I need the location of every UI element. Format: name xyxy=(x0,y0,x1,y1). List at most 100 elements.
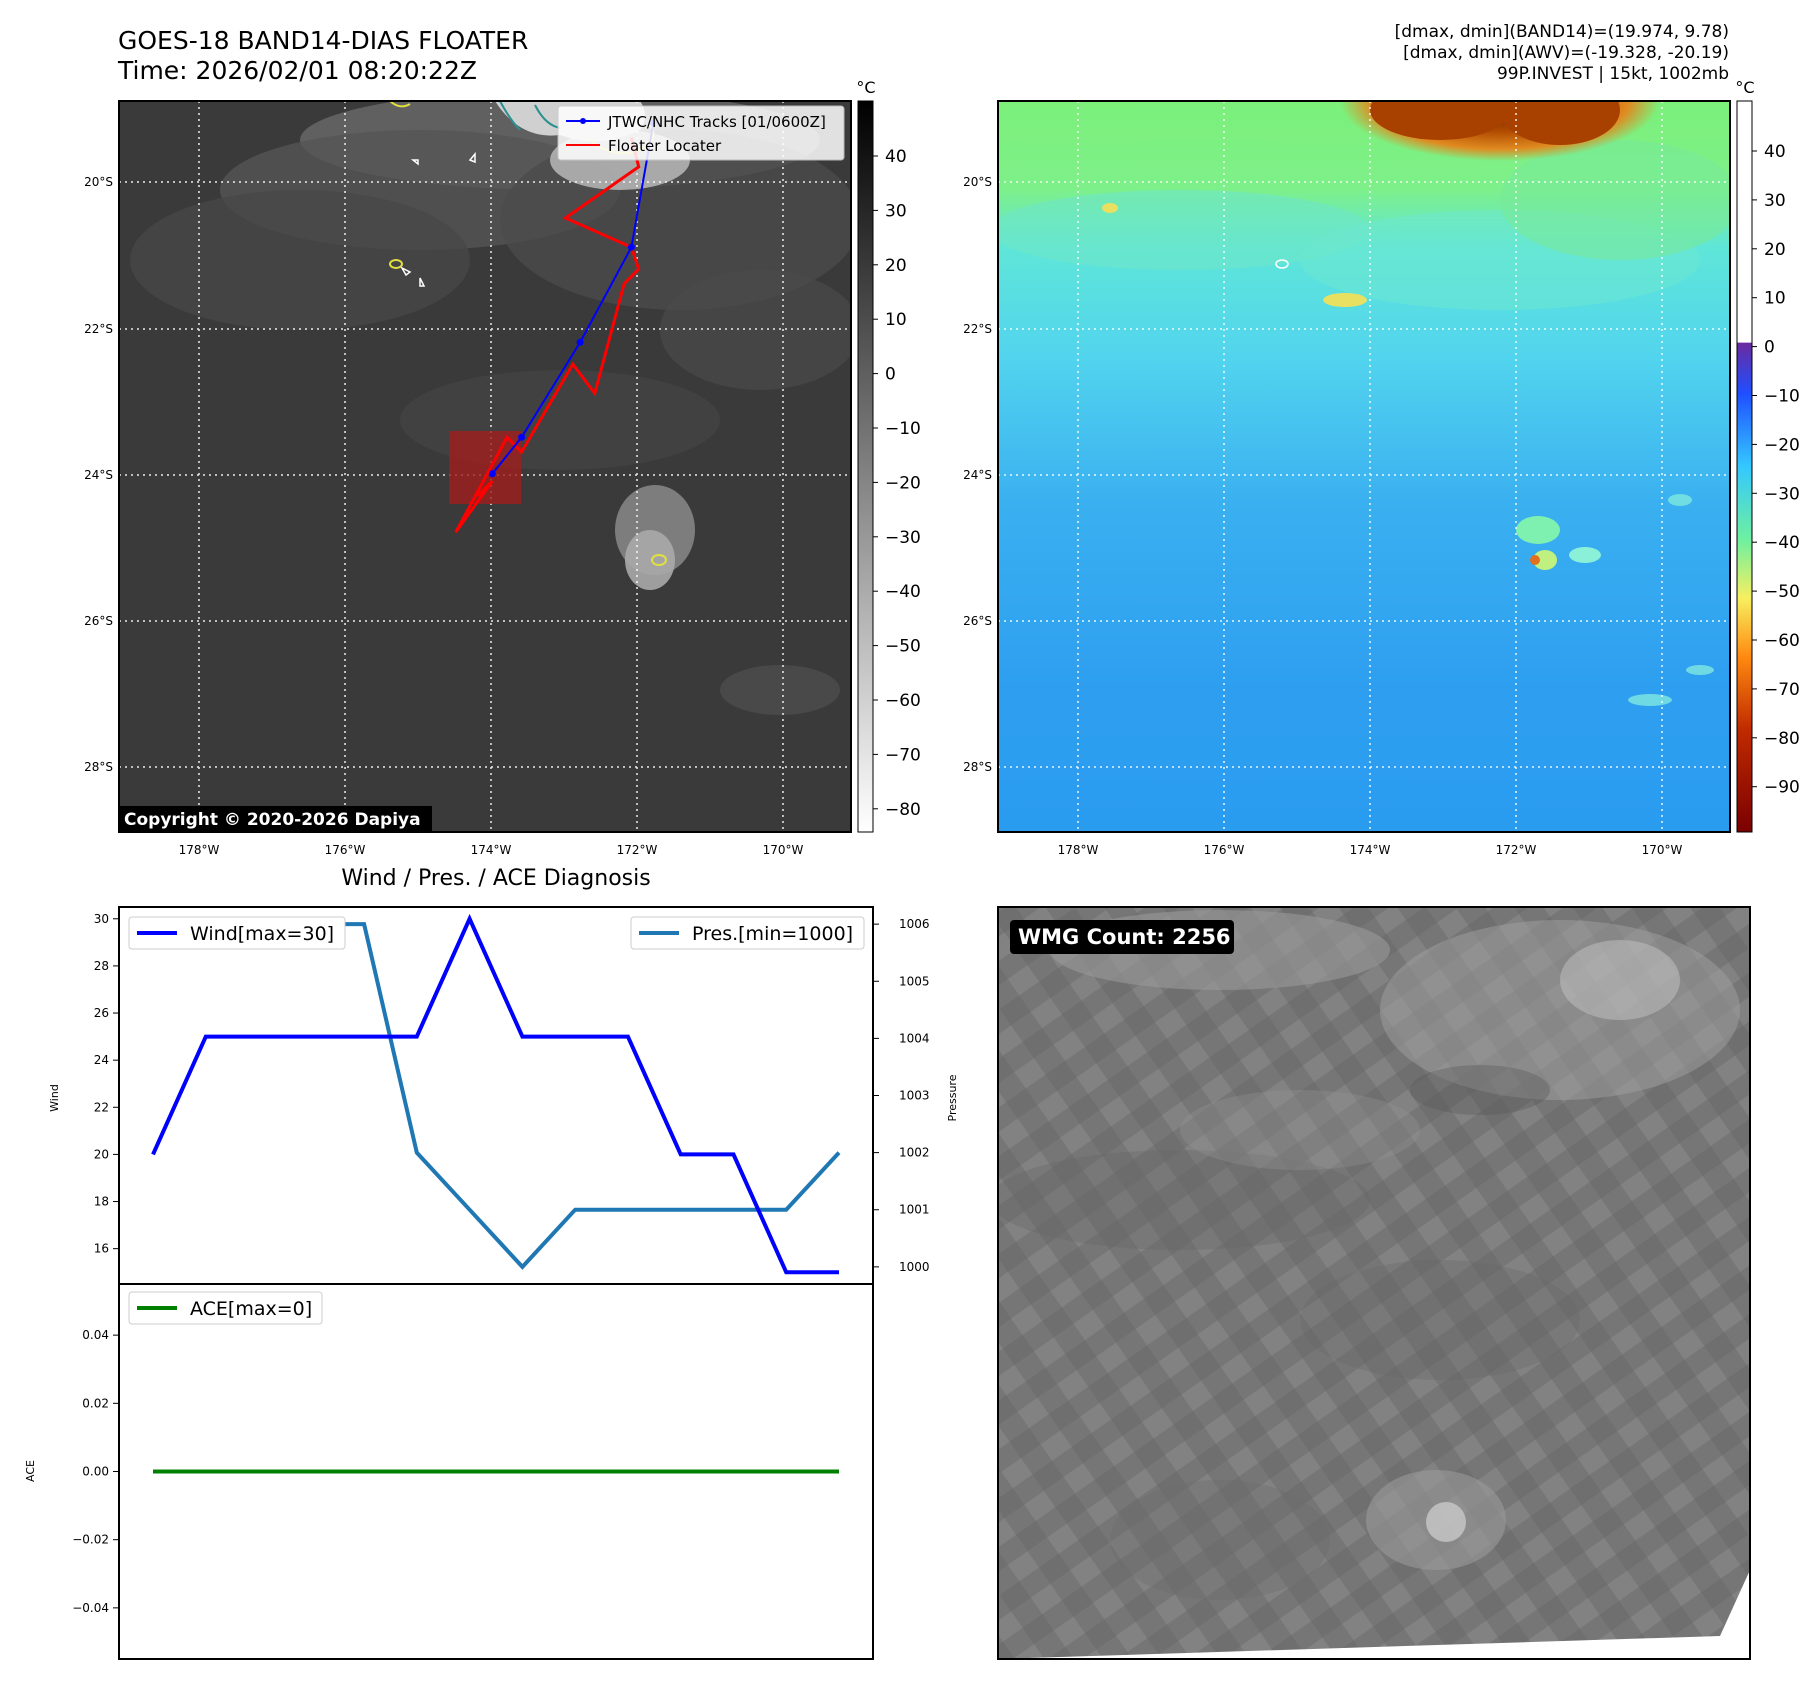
jtwc-track-point xyxy=(488,470,496,478)
pres-tick-label: 1006 xyxy=(899,917,930,931)
awv-map-panel: 20°S 22°S 24°S 26°S 28°S 178°W 176°W 174… xyxy=(963,78,1800,857)
jtwc-track-point xyxy=(627,243,635,251)
ir-lat-label: 24°S xyxy=(84,468,113,482)
wind-tick-label: 26 xyxy=(94,1006,109,1020)
colorbar-tick-label: 30 xyxy=(1764,191,1786,211)
colorbar-tick-label: −60 xyxy=(885,691,921,711)
wmg-panel: WMG Count: 2256 xyxy=(997,906,1751,1660)
floater-track-line xyxy=(454,137,641,534)
colorbar-tick-label: −50 xyxy=(1764,582,1800,602)
pres-tick-label: 1003 xyxy=(899,1089,930,1103)
ir-map-panel: JTWC/NHC Tracks [01/0600Z] Floater Locat… xyxy=(84,78,921,857)
colorbar-tick-label: −70 xyxy=(885,745,921,765)
awv-lat-label: 22°S xyxy=(963,322,992,336)
jtwc-track-point xyxy=(518,433,526,441)
copyright-text: Copyright © 2020-2026 Dapiya xyxy=(124,810,421,830)
figure-title: GOES-18 BAND14-DIAS FLOATER xyxy=(118,26,529,55)
colorbar-tick-label: −20 xyxy=(885,473,921,493)
awv-cloud-texture xyxy=(998,101,1730,706)
awv-lat-label: 24°S xyxy=(963,468,992,482)
ace-tick-label: −0.02 xyxy=(72,1533,109,1547)
colorbar-tick-label: 20 xyxy=(1764,240,1786,260)
copyright-box xyxy=(118,806,432,832)
pres-tick-label: 1004 xyxy=(899,1031,930,1045)
ir-lat-label: 26°S xyxy=(84,614,113,628)
ir-lon-label: 176°W xyxy=(325,843,366,857)
pres-tick-label: 1005 xyxy=(899,974,930,988)
colorbar-tick-label: −40 xyxy=(885,582,921,602)
wind-legend: Wind[max=30] xyxy=(128,916,346,950)
awv-colorbar: °C 40 30 20 10 0 −10 −20 −30 −40 −50 −60 −70 −80 −90 xyxy=(1735,78,1800,833)
ir-colorbar: °C 40 30 20 10 0 −10 −20 −30 −40 −50 −60 −70 −80 xyxy=(856,78,921,833)
wind-ylabel: Wind xyxy=(48,1084,61,1112)
ace-legend: ACE[max=0] xyxy=(128,1291,323,1325)
wind-tick-label: 18 xyxy=(94,1195,109,1209)
wind-tick-label: 28 xyxy=(94,959,109,973)
ir-lon-label: 172°W xyxy=(617,843,658,857)
ace-ylabel: ACE xyxy=(24,1460,37,1482)
ir-map-frame xyxy=(118,100,852,833)
wind-tick-label: 22 xyxy=(94,1100,109,1114)
figure-time: Time: 2026/02/01 08:20:22Z xyxy=(118,56,477,85)
awv-lat-label: 20°S xyxy=(963,175,992,189)
colorbar-tick-label: −20 xyxy=(1764,435,1800,455)
ir-lon-label: 178°W xyxy=(179,843,220,857)
awv-lon-label: 176°W xyxy=(1204,843,1245,857)
pres-ylabel: Pressure xyxy=(946,1074,959,1121)
storm-info: 99P.INVEST | 15kt, 1002mb xyxy=(1496,64,1729,84)
awv-lon-label: 172°W xyxy=(1496,843,1537,857)
colorbar-tick-label: 40 xyxy=(1764,142,1786,162)
ace-tick-label: 0.02 xyxy=(82,1396,109,1410)
ir-lat-label: 20°S xyxy=(84,175,113,189)
legend-floater-label: Floater Locater xyxy=(608,137,722,155)
colorbar-tick-label: 0 xyxy=(1764,338,1775,358)
pres-legend: Pres.[min=1000] xyxy=(630,916,865,950)
colorbar-tick-label: −70 xyxy=(1764,680,1800,700)
colorbar-tick-label: −30 xyxy=(1764,484,1800,504)
colorbar-tick-label: 30 xyxy=(885,201,907,221)
colorbar-tick-label: −50 xyxy=(885,637,921,657)
wmg-label-box xyxy=(1010,920,1234,954)
colorbar-tick-label: 10 xyxy=(1764,289,1786,309)
colorbar-tick-label: −10 xyxy=(885,419,921,439)
pres-legend-label: Pres.[min=1000] xyxy=(692,923,853,945)
awv-lat-label: 26°S xyxy=(963,614,992,628)
awv-lon-label: 174°W xyxy=(1350,843,1391,857)
awv-lon-label: 170°W xyxy=(1642,843,1683,857)
awv-lon-label: 178°W xyxy=(1058,843,1099,857)
wind-series-line xyxy=(151,913,839,1275)
awv-colorbar-unit: °C xyxy=(1735,78,1754,97)
colorbar-tick-label: 40 xyxy=(885,147,907,167)
awv-map-frame xyxy=(997,100,1731,833)
ir-lat-label: 22°S xyxy=(84,322,113,336)
ace-tick-label: 0.00 xyxy=(82,1465,109,1479)
stats-band14: [dmax, dmin](BAND14)=(19.974, 9.78) xyxy=(1394,22,1729,42)
ir-cloud-texture xyxy=(130,101,851,715)
wind-tick-label: 20 xyxy=(94,1147,109,1161)
diagnosis-panel: Wind / Pres. / ACE Diagnosis 30 28 26 24 22 2… xyxy=(24,866,959,1660)
jtwc-track-point xyxy=(576,338,584,346)
ir-legend: JTWC/NHC Tracks [01/0600Z] Floater Locat… xyxy=(557,105,845,161)
colorbar-tick-label: 10 xyxy=(885,310,907,330)
colorbar-tick-label: 0 xyxy=(885,365,896,385)
ir-gridlines xyxy=(119,101,851,832)
colorbar-tick-label: −80 xyxy=(885,800,921,820)
wind-legend-label: Wind[max=30] xyxy=(190,923,334,945)
colorbar-tick-label: −80 xyxy=(1764,729,1800,749)
pres-tick-label: 1000 xyxy=(899,1260,930,1274)
wind-tick-label: 16 xyxy=(94,1242,109,1256)
legend-jtwc-label: JTWC/NHC Tracks [01/0600Z] xyxy=(607,113,826,131)
ace-legend-label: ACE[max=0] xyxy=(190,1298,312,1320)
wmg-label: WMG Count: 2256 xyxy=(1018,925,1231,949)
colorbar-tick-label: −90 xyxy=(1764,778,1800,798)
colorbar-tick-label: −60 xyxy=(1764,631,1800,651)
ace-tick-label: 0.04 xyxy=(82,1328,109,1342)
colorbar-tick-label: −40 xyxy=(1764,533,1800,553)
colorbar-tick-label: −30 xyxy=(885,528,921,548)
ir-lat-label: 28°S xyxy=(84,760,113,774)
ir-colorbar-unit: °C xyxy=(856,78,875,97)
ace-tick-label: −0.04 xyxy=(72,1601,109,1615)
wmg-frame xyxy=(997,906,1751,1660)
stats-awv: [dmax, dmin](AWV)=(-19.328, -20.19) xyxy=(1403,43,1729,63)
pres-tick-label: 1002 xyxy=(899,1146,930,1160)
